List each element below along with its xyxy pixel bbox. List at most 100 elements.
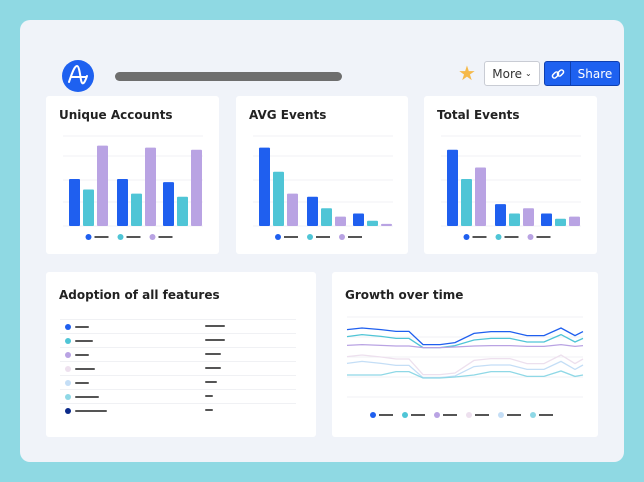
legend-dot [65,394,71,400]
bar[interactable] [367,220,378,226]
list-item[interactable] [46,390,316,404]
list-item[interactable] [46,334,316,348]
legend-dot [85,234,92,240]
bar[interactable] [541,213,552,226]
legend-dot [370,412,376,418]
bar-chart [63,135,203,240]
legend-dot [527,234,534,240]
bar[interactable] [69,179,80,226]
bar[interactable] [145,147,156,226]
bar[interactable] [259,147,270,226]
bar[interactable] [83,189,94,226]
series-line[interactable] [346,360,584,379]
bar[interactable] [569,216,580,226]
feature-label [75,382,89,384]
legend-dot [434,412,440,418]
divider [60,333,296,334]
feature-label [75,396,99,398]
bar[interactable] [191,149,202,226]
amplitude-logo-icon[interactable] [62,60,94,92]
feature-label [75,340,93,342]
bar[interactable] [273,171,284,226]
more-label: More [492,66,523,81]
line-chart [346,316,584,418]
legend-dot [307,234,313,240]
bar[interactable] [523,208,534,226]
bar[interactable] [163,182,174,226]
bar[interactable] [447,149,458,226]
bar[interactable] [321,208,332,226]
bar[interactable] [131,193,142,226]
growth-card: Growth over time [332,272,598,437]
feature-label [75,326,89,328]
share-button[interactable]: Share [544,61,620,86]
share-label: Share [577,66,613,81]
divider [60,319,296,320]
bar[interactable] [381,223,392,226]
legend-dot [463,234,470,240]
feature-label [75,410,107,412]
bar[interactable] [555,218,566,226]
bar[interactable] [461,179,472,226]
legend-dot [498,412,504,418]
bar[interactable] [335,216,346,226]
feature-value [205,353,221,355]
legend-dot [65,366,71,372]
feature-value [205,339,225,341]
card-title: Adoption of all features [59,288,220,302]
bar[interactable] [177,196,188,226]
card-title: AVG Events [249,108,327,122]
divider [60,361,296,362]
total-events-card: Total Events [424,96,597,254]
series-line[interactable] [346,343,584,349]
list-item[interactable] [46,320,316,334]
adoption-card: Adoption of all features [46,272,316,437]
feature-value [205,381,217,383]
legend-dot [530,412,536,418]
bar[interactable] [495,204,506,226]
list-item[interactable] [46,362,316,376]
feature-value [205,395,213,397]
legend-dot [339,234,345,240]
feature-label [75,354,89,356]
list-item[interactable] [46,376,316,390]
legend-dot [65,408,71,414]
divider [60,389,296,390]
bar[interactable] [475,167,486,226]
divider [60,347,296,348]
feature-value [205,409,213,411]
divider [60,403,296,404]
series-line[interactable] [347,370,584,379]
legend-dot [402,412,408,418]
legend-dot [65,324,71,330]
feature-value [205,367,221,369]
legend-dot [149,234,156,240]
legend-dot [65,352,71,358]
card-title: Unique Accounts [59,108,173,122]
bar[interactable] [117,179,128,226]
avg-events-card: AVG Events [236,96,408,254]
star-icon[interactable]: ★ [458,61,476,85]
link-icon [545,62,571,85]
list-item[interactable] [46,404,316,418]
bar[interactable] [509,213,520,226]
feature-value [205,325,225,327]
bar[interactable] [353,213,364,226]
more-button[interactable]: More ⌄ [484,61,540,86]
list-item[interactable] [46,348,316,362]
bar-chart [441,135,581,240]
legend-dot [65,338,71,344]
series-line[interactable] [346,354,584,376]
series-line[interactable] [346,333,584,349]
divider [60,375,296,376]
bar[interactable] [307,196,318,226]
card-title: Growth over time [345,288,464,302]
dashboard-title-placeholder [115,72,342,81]
legend-dot [495,234,502,240]
legend-dot [65,380,71,386]
bar[interactable] [287,193,298,226]
series-line[interactable] [346,327,584,346]
chevron-down-icon: ⌄ [525,69,532,78]
bar-chart [253,135,393,240]
bar[interactable] [97,145,108,226]
